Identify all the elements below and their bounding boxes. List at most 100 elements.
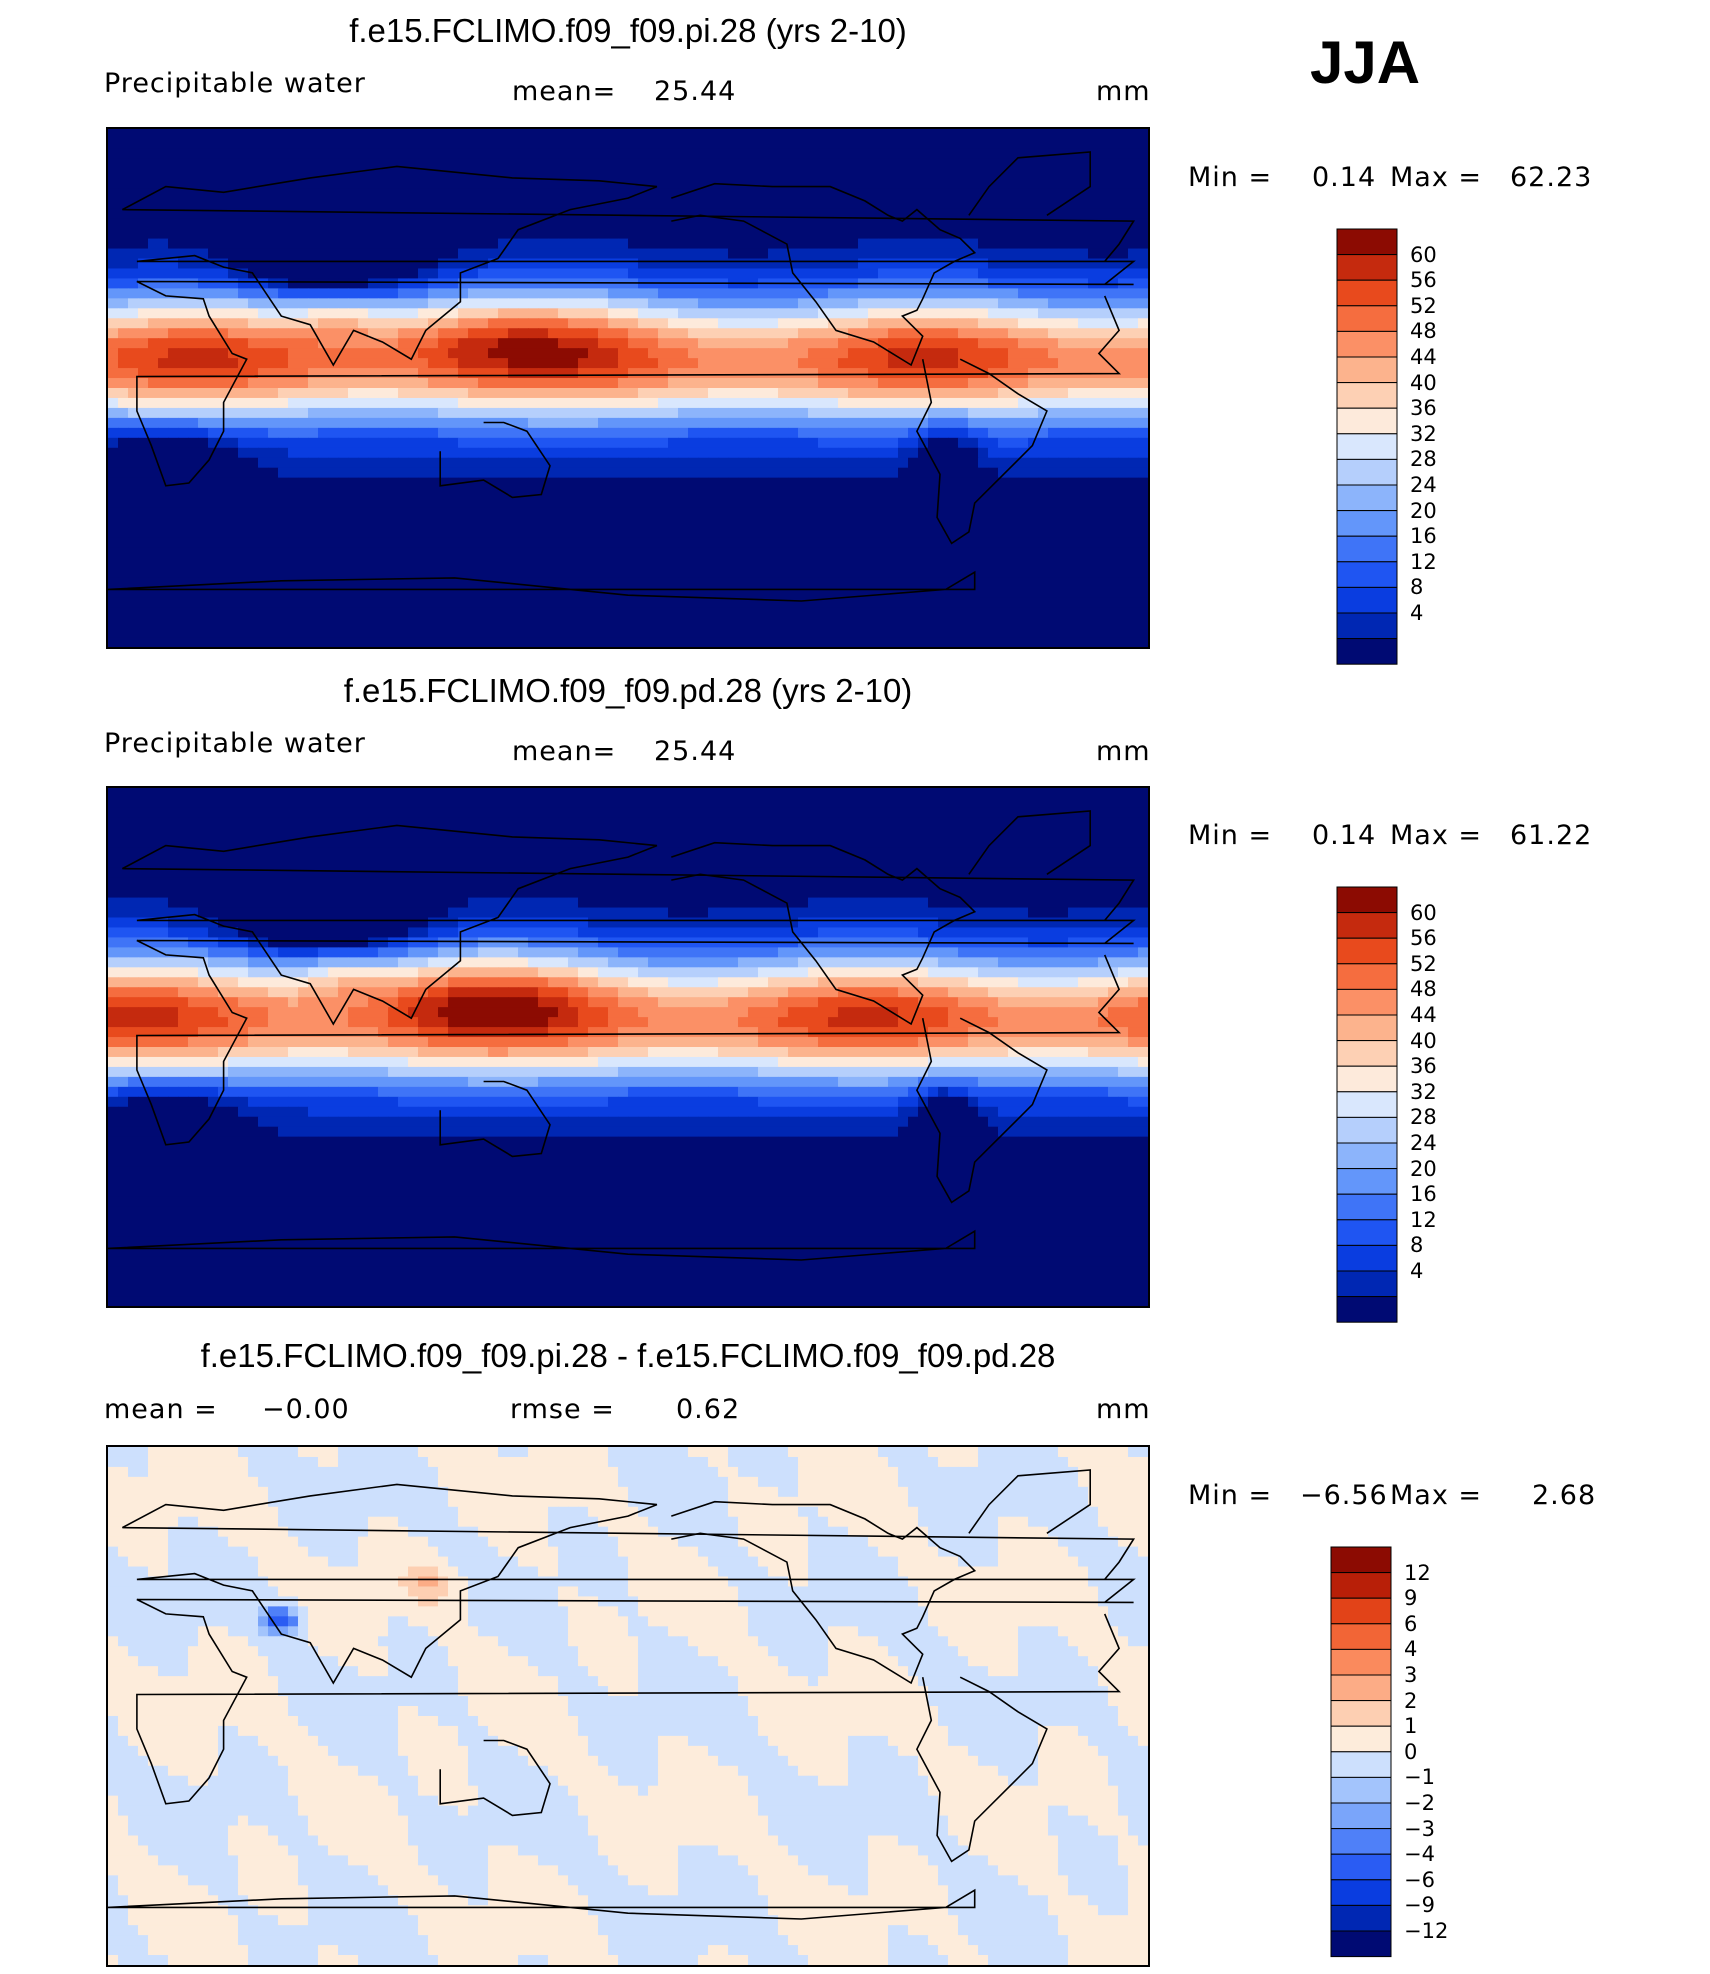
colorbar-swatch <box>1336 433 1398 460</box>
colorbar-tick-label: −9 <box>1404 1893 1435 1918</box>
colorbar-tick-label: 16 <box>1410 1182 1437 1207</box>
field-label: Precipitable water <box>104 728 366 759</box>
coastline <box>671 182 977 367</box>
colorbar-tick-label: 20 <box>1410 1156 1437 1181</box>
colorbar-tick-label: 4 <box>1410 1259 1424 1283</box>
coastline <box>108 1888 976 1920</box>
coastline <box>122 1483 1136 1685</box>
colorbar-swatch <box>1330 1776 1392 1804</box>
colorbar-tick-label: 44 <box>1410 1003 1437 1027</box>
colorbar-tick-label: 4 <box>1404 1637 1418 1662</box>
colorbar-swatch <box>1336 1244 1398 1272</box>
colorbar-swatch <box>1330 1853 1392 1881</box>
min-value: 0.14 <box>1312 162 1377 193</box>
colorbar-swatch <box>1336 305 1398 332</box>
colorbar-tick-label: 16 <box>1410 524 1437 549</box>
colorbar-tick-label: 1 <box>1404 1714 1418 1739</box>
colorbar-tick-label: 40 <box>1410 1028 1437 1053</box>
panel-title: f.e15.FCLIMO.f09_f09.pi.28 (yrs 2-10) <box>349 12 907 49</box>
colorbar-swatch <box>1330 1725 1392 1753</box>
mean-label: mean = <box>104 1394 218 1425</box>
colorbar-tick-label: 24 <box>1410 473 1437 497</box>
colorbar-tick-label: 36 <box>1410 396 1437 421</box>
colorbar-tick-label: 12 <box>1410 1207 1437 1232</box>
colorbar-swatch <box>1336 279 1398 307</box>
colorbar-swatch <box>1336 561 1398 588</box>
colorbar-swatch <box>1330 1930 1392 1958</box>
colorbar-tick-label: 0 <box>1404 1739 1418 1764</box>
colorbar-swatch <box>1330 1572 1392 1599</box>
colorbar-tick-label: 4 <box>1410 601 1424 625</box>
max-value: 61.22 <box>1510 820 1593 851</box>
coastline <box>136 280 1134 487</box>
colorbar-swatch <box>1336 612 1398 640</box>
difference-map <box>108 1447 1148 1965</box>
colorbar-tick-label: 36 <box>1410 1054 1437 1079</box>
colorbar-swatch <box>1336 254 1398 281</box>
colorbar-tick-label: −1 <box>1404 1765 1435 1790</box>
coastline <box>915 1017 1048 1204</box>
colorbar-swatch <box>1330 1648 1392 1676</box>
colorbar-tick-label: 44 <box>1410 345 1437 369</box>
colorbar-swatch <box>1336 1091 1398 1118</box>
mean-value: −0.00 <box>262 1394 350 1425</box>
units-label: mm <box>1096 736 1151 767</box>
colorbar-tick-label: 52 <box>1410 293 1437 318</box>
min-label: Min = <box>1188 820 1273 851</box>
max-label: Max = <box>1390 162 1483 193</box>
colorbar-swatch <box>1330 1879 1392 1906</box>
coastline <box>108 570 976 602</box>
colorbar-swatch <box>1336 586 1398 614</box>
colorbar-swatch <box>1336 912 1398 939</box>
colorbar-tick-label: −2 <box>1404 1791 1435 1815</box>
max-label: Max = <box>1390 820 1483 851</box>
mean-label: mean= <box>512 736 617 767</box>
coastline <box>671 841 977 1026</box>
colorbar-tick-label: 20 <box>1410 498 1437 523</box>
colorbar-swatch <box>1330 1802 1392 1830</box>
coastline <box>915 1676 1048 1863</box>
colorbar-tick-label: 8 <box>1410 575 1424 600</box>
map-plot <box>106 786 1150 1308</box>
coastline <box>108 1229 976 1261</box>
colorbar-swatch <box>1336 1296 1398 1323</box>
colorbar-tick-label: 8 <box>1410 1233 1424 1258</box>
colorbar-swatch <box>1336 1014 1398 1042</box>
colorbar-swatch <box>1336 1219 1398 1246</box>
colorbar-tick-label: −12 <box>1404 1919 1449 1943</box>
colorbar-tick-label: 48 <box>1410 319 1437 344</box>
colorbar-tick-label: 32 <box>1410 1079 1437 1104</box>
coastline <box>122 165 1136 367</box>
colorbar-swatch <box>1336 963 1398 990</box>
field-cells <box>108 129 1148 647</box>
mean-value: 25.44 <box>654 76 737 107</box>
colorbar-tick-label: 52 <box>1410 951 1437 976</box>
coastline <box>439 421 551 499</box>
coastline <box>968 810 1092 875</box>
colorbar-swatch <box>1330 1751 1392 1778</box>
colorbar-swatch <box>1336 1270 1398 1298</box>
colorbar-swatch <box>1336 484 1398 512</box>
colorbar-swatch <box>1330 1700 1392 1727</box>
max-value: 2.68 <box>1532 1480 1597 1511</box>
max-value: 62.23 <box>1510 162 1593 193</box>
colorbar-swatch <box>1336 638 1398 665</box>
colorbar-tick-label: −4 <box>1404 1842 1435 1867</box>
colorbar-swatch <box>1330 1828 1392 1855</box>
colorbar-tick-label: 60 <box>1410 900 1437 925</box>
coastline <box>122 824 1136 1026</box>
colorbar-swatch <box>1336 1116 1398 1144</box>
colorbar-tick-label: 12 <box>1404 1560 1431 1585</box>
min-label: Min = <box>1188 162 1273 193</box>
field-cells <box>108 1447 1148 1965</box>
colorbar-swatch <box>1336 937 1398 965</box>
precip-water-map <box>108 129 1148 647</box>
coastline <box>136 939 1134 1146</box>
colorbar-swatch <box>1330 1546 1392 1574</box>
panel-title: f.e15.FCLIMO.f09_f09.pd.28 (yrs 2-10) <box>343 672 913 709</box>
coastline <box>439 1080 551 1158</box>
colorbar-swatch <box>1336 1040 1398 1067</box>
colorbar-tick-label: 28 <box>1410 1105 1437 1130</box>
colorbar-tick-label: 28 <box>1410 447 1437 472</box>
colorbar-tick-label: −6 <box>1404 1867 1435 1892</box>
